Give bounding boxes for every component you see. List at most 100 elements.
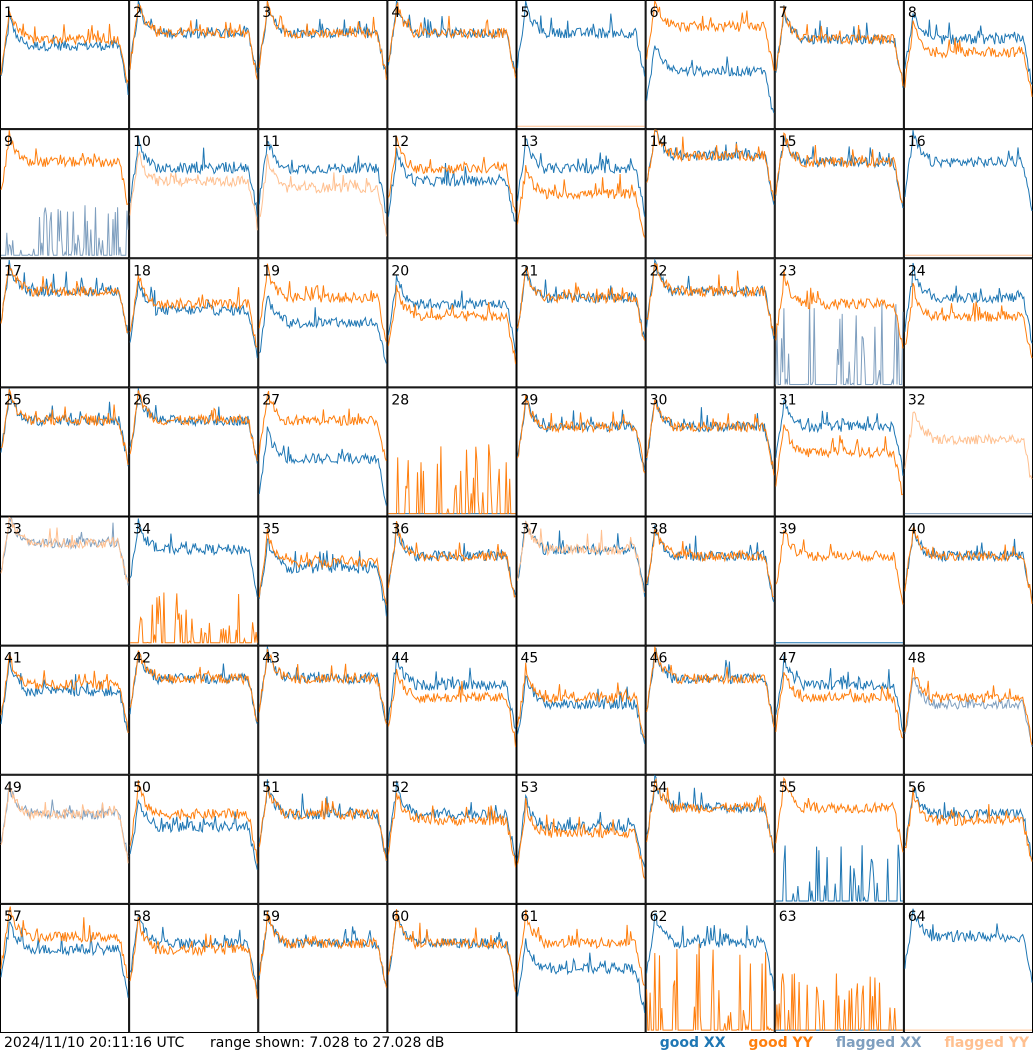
panel-label: 30	[650, 392, 668, 408]
panel-frame	[387, 0, 517, 130]
panel-label: 15	[779, 134, 797, 150]
panel-label: 59	[262, 909, 280, 925]
panel-label: 27	[262, 392, 280, 408]
panel-frame	[258, 903, 388, 1033]
panel-label: 43	[262, 651, 280, 667]
panel-frame	[129, 258, 259, 388]
series-yy-3	[258, 0, 387, 80]
panel-28: 28	[387, 387, 517, 517]
legend-good-xx: good XX	[659, 1035, 726, 1051]
panel-49: 49	[0, 774, 130, 904]
panel-25: 25	[0, 387, 130, 517]
panel-32: 32	[903, 387, 1033, 517]
panel-frame	[387, 903, 517, 1033]
panel-21: 21	[516, 258, 646, 388]
series-xx-36	[387, 521, 516, 597]
range-label: range shown: 7.028 to 27.028 dB	[210, 1035, 445, 1051]
panel-label: 54	[650, 780, 668, 796]
panel-label: 5	[521, 5, 530, 21]
legend-flagged-yy: flagged YY	[944, 1035, 1029, 1051]
panel-label: 40	[908, 522, 926, 538]
series-xx-58	[129, 915, 258, 990]
panel-label: 56	[908, 780, 926, 796]
panel-frame	[516, 0, 646, 130]
panel-12: 12	[387, 129, 517, 259]
series-xx-3	[258, 0, 387, 77]
panel-frame	[0, 774, 130, 904]
panel-label: 46	[650, 651, 668, 667]
panel-label: 31	[779, 392, 797, 408]
panel-label: 24	[908, 263, 926, 279]
series-yy-59	[258, 910, 387, 988]
panel-frame	[0, 645, 130, 775]
panel-label: 8	[908, 5, 917, 21]
panel-frame	[516, 387, 646, 517]
panel-frame	[774, 645, 904, 775]
panel-label: 7	[779, 5, 788, 21]
panel-frame	[516, 774, 646, 904]
series-yy-60	[387, 909, 516, 993]
series-xx-5	[517, 0, 646, 77]
series-yy-56	[904, 787, 1033, 862]
series-yy-45	[517, 662, 646, 739]
panel-label: 50	[133, 780, 151, 796]
panel-6: 6	[645, 0, 775, 130]
panel-label: 13	[521, 134, 539, 150]
panel-24: 24	[903, 258, 1033, 388]
panel-42: 42	[129, 645, 259, 775]
panel-label: 2	[133, 5, 142, 21]
panel-label: 41	[4, 651, 22, 667]
series-yy-12	[387, 135, 516, 213]
panel-label: 21	[521, 263, 539, 279]
series-xx-45	[517, 675, 646, 744]
series-yy-18	[129, 275, 258, 348]
panel-label: 6	[650, 5, 659, 21]
panel-frame	[645, 774, 775, 904]
series-yy-50	[129, 780, 258, 864]
series-yy-20	[387, 285, 516, 364]
panel-46: 46	[645, 645, 775, 775]
series-xx-10	[129, 135, 258, 217]
panel-label: 17	[4, 263, 22, 279]
panel-frame	[387, 774, 517, 904]
panel-62: 62	[645, 903, 775, 1033]
panel-label: 4	[391, 5, 400, 21]
series-xx-30	[646, 398, 774, 470]
series-yy-26	[129, 390, 258, 462]
series-yy-4	[387, 1, 516, 79]
panel-label: 22	[650, 263, 668, 279]
panel-label: 64	[908, 909, 926, 925]
footer: 2024/11/10 20:11:16 UTC range shown: 7.0…	[0, 1033, 1033, 1053]
series-xx-53	[517, 793, 646, 868]
series-yy-49	[0, 784, 129, 864]
panel-45: 45	[516, 645, 646, 775]
series-yy-47	[775, 672, 904, 739]
panel-33: 33	[0, 516, 130, 646]
panel-label: 11	[262, 134, 280, 150]
panel-frame	[903, 516, 1033, 646]
panel-frame	[387, 129, 517, 259]
panel-15: 15	[774, 129, 904, 259]
series-yy-31	[775, 424, 904, 496]
series-yy-15	[775, 132, 904, 203]
series-xx-6	[646, 45, 775, 114]
panel-26: 26	[129, 387, 259, 517]
series-yy-37	[517, 520, 645, 593]
panel-47: 47	[774, 645, 904, 775]
panel-label: 37	[521, 522, 539, 538]
series-xx-35	[258, 538, 387, 617]
panel-frame	[516, 645, 646, 775]
panel-2: 2	[129, 0, 259, 130]
panel-frame	[645, 258, 775, 388]
series-yy-33	[0, 516, 129, 584]
panel-label: 12	[391, 134, 409, 150]
panel-54: 54	[645, 774, 775, 904]
panel-frame	[129, 774, 259, 904]
series-yy-34	[130, 592, 258, 645]
panel-22: 22	[645, 258, 775, 388]
panel-64: 64	[903, 903, 1033, 1033]
series-yy-41	[0, 654, 129, 734]
series-yy-24	[904, 282, 1033, 359]
panel-label: 18	[133, 263, 151, 279]
